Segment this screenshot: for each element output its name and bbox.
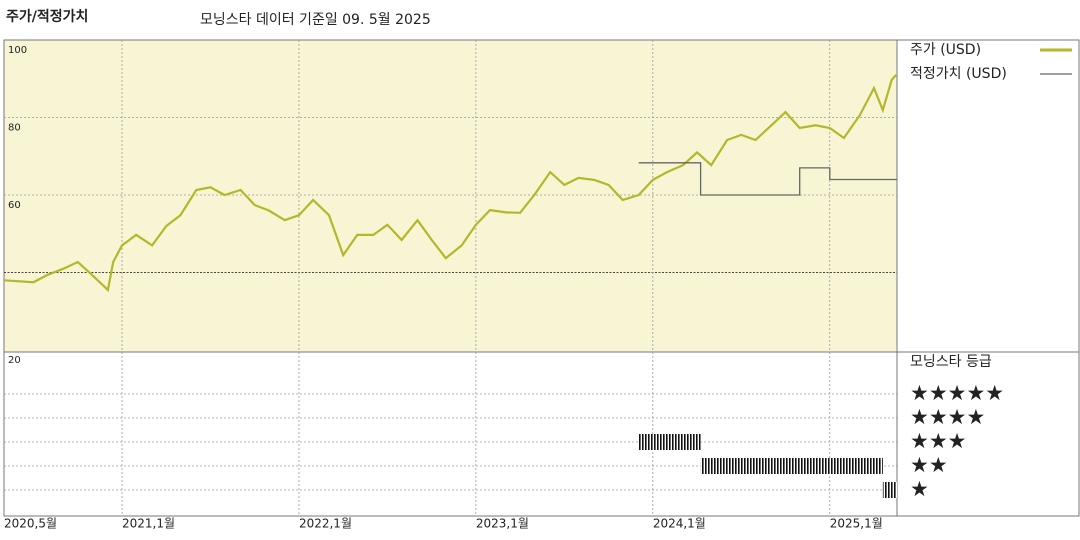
y-tick-label: 60	[8, 200, 21, 211]
series-line	[3, 74, 897, 293]
x-tick-label: 2022,1월	[299, 517, 352, 531]
rating-title: 모닝스타 등급	[910, 354, 992, 370]
rating-bar	[638, 434, 701, 450]
rating-label: ★	[910, 477, 929, 501]
frame	[3, 39, 1080, 517]
y-tick-label: 20	[8, 355, 21, 366]
rating-label: ★★★★	[910, 405, 985, 429]
rating-label: ★★★	[910, 429, 966, 453]
rating-bar	[882, 482, 897, 498]
x-tick-label: 2025,1월	[830, 517, 883, 531]
chart-title: 주가/적정가치	[6, 8, 88, 25]
rating-label: ★★★★★	[910, 381, 1004, 405]
plot-bg	[4, 40, 897, 352]
x-tick-label: 2023,1월	[476, 517, 529, 531]
legend-label: 주가 (USD)	[910, 42, 981, 58]
subtitle: 모닝스타 데이터 기준일 09. 5월 2025	[200, 12, 431, 28]
x-tick-label: 2024,1월	[653, 517, 706, 531]
y-tick-label: 100	[8, 45, 27, 56]
x-tick-label: 2020,5월	[4, 517, 57, 531]
series-line	[638, 162, 897, 196]
x-tick-label: 2021,1월	[122, 517, 175, 531]
legend-label: 적정가치 (USD)	[910, 66, 1007, 82]
rating-bar	[700, 458, 883, 474]
rating-label: ★★	[910, 453, 948, 477]
y-tick-label: 80	[8, 123, 21, 134]
